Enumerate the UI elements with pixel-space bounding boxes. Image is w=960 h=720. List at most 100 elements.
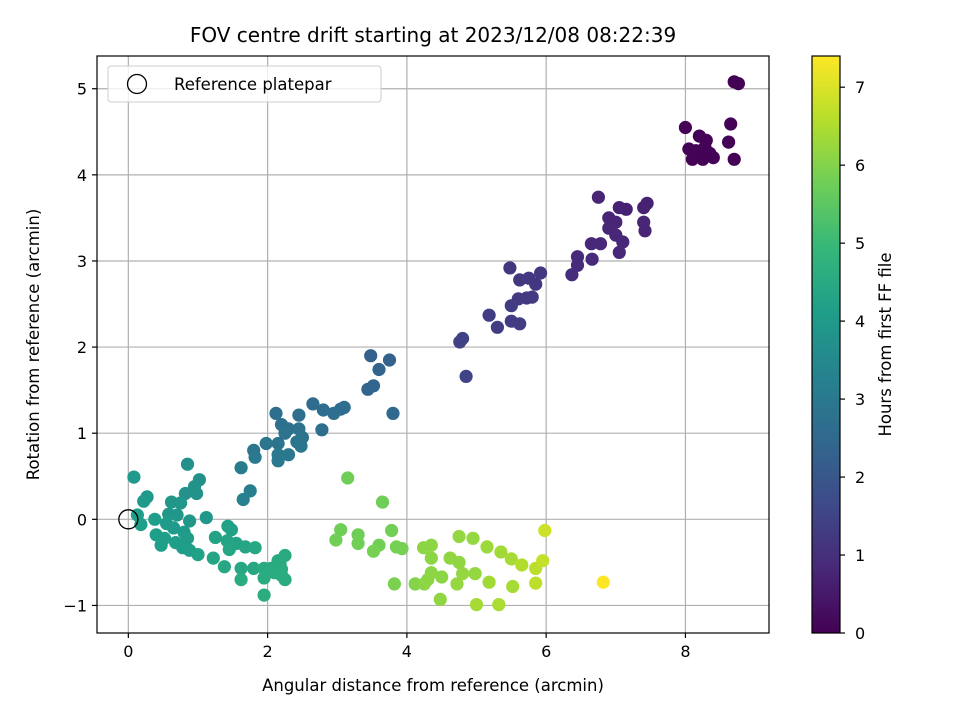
- data-point: [503, 261, 517, 275]
- data-point: [361, 382, 375, 396]
- x-tick-label: 4: [402, 642, 412, 661]
- colorbar-label: Hours from first FF file: [876, 252, 895, 436]
- data-point: [468, 567, 482, 581]
- data-point: [190, 486, 204, 501]
- data-point: [224, 523, 238, 537]
- data-point: [269, 406, 283, 420]
- data-point: [724, 117, 738, 131]
- data-point: [424, 551, 438, 565]
- x-tick-label: 2: [263, 642, 273, 661]
- data-point: [148, 512, 162, 526]
- data-point: [459, 369, 473, 383]
- legend-box: [107, 65, 382, 103]
- data-point: [565, 268, 579, 282]
- data-point: [222, 542, 236, 557]
- data-point: [731, 77, 746, 91]
- data-point: [534, 266, 548, 280]
- data-point: [585, 252, 599, 266]
- data-point: [678, 120, 693, 135]
- data-point: [199, 510, 213, 525]
- data-point: [424, 566, 438, 580]
- x-axis-label: Angular distance from reference (arcmin): [262, 676, 604, 695]
- data-point: [596, 575, 610, 589]
- x-tick-label: 0: [123, 642, 133, 661]
- x-tick-label: 8: [680, 642, 690, 661]
- colorbar-tick-label: 5: [855, 234, 865, 253]
- data-point: [248, 450, 262, 464]
- data-point: [375, 495, 390, 509]
- data-point: [504, 299, 518, 313]
- data-point: [366, 544, 381, 558]
- y-tick-label: −1: [63, 596, 87, 615]
- data-point: [480, 540, 494, 554]
- colorbar-tick-label: 7: [855, 78, 865, 97]
- data-point: [637, 201, 651, 215]
- data-point: [591, 190, 606, 204]
- data-point: [206, 551, 220, 565]
- data-point: [364, 349, 378, 363]
- data-point: [525, 290, 539, 304]
- data-point: [278, 426, 292, 440]
- data-point: [456, 331, 470, 346]
- data-point: [506, 579, 520, 594]
- plot-frame: [96, 55, 770, 634]
- data-point: [234, 561, 248, 576]
- data-point: [274, 562, 289, 576]
- data-point: [482, 308, 496, 322]
- data-point: [236, 492, 250, 507]
- data-point: [593, 237, 608, 251]
- data-point: [329, 533, 343, 547]
- data-point: [238, 540, 252, 554]
- data-point: [638, 224, 652, 238]
- data-point: [247, 561, 261, 576]
- data-point: [337, 400, 351, 414]
- data-point: [385, 523, 399, 538]
- data-point: [259, 436, 273, 451]
- data-point: [387, 577, 401, 591]
- y-tick-label: 2: [77, 338, 87, 357]
- data-point: [395, 542, 409, 556]
- reference-platepar-marker: [118, 509, 139, 530]
- data-point: [234, 461, 248, 475]
- data-point: [174, 496, 188, 510]
- colorbar-tick-label: 3: [855, 390, 865, 409]
- y-axis-label: Rotation from reference (arcmin): [24, 209, 43, 481]
- data-point: [382, 353, 397, 367]
- data-point: [315, 423, 329, 437]
- data-point: [616, 235, 630, 249]
- data-point: [424, 538, 438, 552]
- data-point: [234, 573, 248, 587]
- data-point: [257, 571, 271, 585]
- colorbar-tick-label: 6: [855, 156, 865, 175]
- data-point: [278, 573, 292, 587]
- colorbar-frame: [811, 55, 841, 634]
- data-point: [351, 536, 365, 551]
- data-point: [271, 436, 285, 451]
- data-point: [492, 598, 506, 612]
- data-point: [167, 521, 181, 535]
- data-points: [127, 75, 746, 612]
- reference-marker-layer: [118, 509, 139, 530]
- data-point: [316, 403, 330, 417]
- data-point: [191, 548, 205, 562]
- data-point: [435, 570, 449, 584]
- data-point: [154, 538, 168, 552]
- data-point: [217, 560, 231, 574]
- colorbar: 0 1 2 3 4 5 6 7 Hours from first FF file: [811, 55, 895, 643]
- data-point: [306, 397, 320, 411]
- data-point: [452, 555, 466, 570]
- data-point: [417, 577, 431, 591]
- y-tick-label: 5: [77, 80, 87, 99]
- data-point: [248, 541, 262, 555]
- data-point: [450, 577, 464, 591]
- data-point: [408, 577, 422, 591]
- data-point: [584, 237, 599, 251]
- colorbar-tick-label: 4: [855, 312, 865, 331]
- data-point: [180, 457, 195, 471]
- legend: Reference platepar: [107, 65, 382, 103]
- x-tick-label: 6: [541, 642, 551, 661]
- data-point: [456, 567, 470, 581]
- data-point: [271, 454, 285, 468]
- colorbar-tick-label: 1: [855, 546, 865, 565]
